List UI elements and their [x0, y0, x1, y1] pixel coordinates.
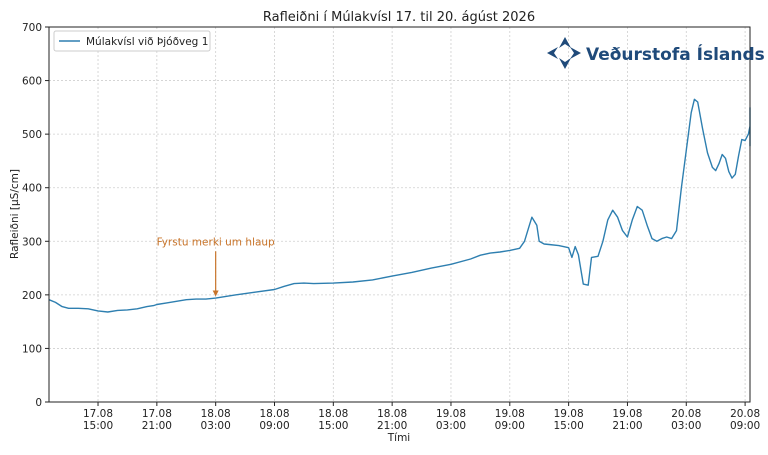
y-tick-label: 0 [35, 397, 42, 409]
y-axis-ticks: 0 100 200 300 400 500 600 700 [22, 22, 49, 409]
logo-text: Veðurstofa Íslands [586, 43, 765, 65]
series-line [48, 98, 751, 313]
x-tick-label-date: 17.08 [83, 408, 113, 420]
x-tick-label-time: 21:00 [142, 420, 172, 432]
y-tick-label: 500 [22, 129, 42, 141]
legend: Múlakvísl við Þjóðveg 1 [53, 30, 211, 52]
y-tick-label: 200 [22, 290, 42, 302]
annotation-label: Fyrstu merki um hlaup [157, 236, 275, 248]
y-tick-label: 700 [22, 22, 42, 34]
plot-frame [48, 26, 751, 403]
legend-entry: Múlakvísl við Þjóðveg 1 [86, 36, 208, 48]
annotation: Fyrstu merki um hlaup [157, 236, 275, 297]
logo-mark-icon [547, 37, 581, 69]
x-tick-label-time: 15:00 [83, 420, 113, 432]
x-tick-label-date: 17.08 [142, 408, 172, 420]
x-tick-label-time: 15:00 [553, 420, 583, 432]
y-tick-label: 300 [22, 236, 42, 248]
chart-title: Rafleiðni í Múlakvísl 17. til 20. ágúst … [263, 10, 535, 25]
x-tick-label-date: 19.08 [495, 408, 525, 420]
x-tick-label-time: 09:00 [259, 420, 289, 432]
x-tick-label-date: 18.08 [201, 408, 231, 420]
x-tick-label-date: 19.08 [554, 408, 584, 420]
x-tick-label-time: 09:00 [730, 420, 760, 432]
y-axis-label: Rafleiðni [µS/cm] [9, 169, 21, 259]
x-tick-label-date: 20.08 [671, 408, 701, 420]
vedurstofa-logo: Veðurstofa Íslands [547, 37, 765, 69]
x-tick-label-date: 20.08 [730, 408, 760, 420]
y-tick-label: 600 [22, 76, 42, 88]
x-tick-label-time: 03:00 [671, 420, 701, 432]
x-tick-label-time: 21:00 [612, 420, 642, 432]
x-tick-label-date: 18.08 [318, 408, 348, 420]
x-tick-label-date: 19.08 [436, 408, 466, 420]
x-tick-label-time: 15:00 [318, 420, 348, 432]
legend-box [53, 30, 211, 52]
x-axis-ticks: 17.0815:0017.0821:0018.0803:0018.0809:00… [83, 402, 760, 432]
x-tick-label-time: 03:00 [436, 420, 466, 432]
x-tick-label-time: 03:00 [201, 420, 231, 432]
x-tick-label-date: 19.08 [612, 408, 642, 420]
x-axis-label: Tími [387, 432, 410, 444]
x-tick-label-time: 21:00 [377, 420, 407, 432]
y-tick-label: 400 [22, 183, 42, 195]
x-tick-label-date: 18.08 [259, 408, 289, 420]
annotation-arrowhead [212, 290, 219, 297]
x-tick-label-time: 09:00 [495, 420, 525, 432]
x-tick-label-date: 18.08 [377, 408, 407, 420]
y-tick-label: 100 [22, 343, 42, 355]
grid [49, 27, 750, 402]
